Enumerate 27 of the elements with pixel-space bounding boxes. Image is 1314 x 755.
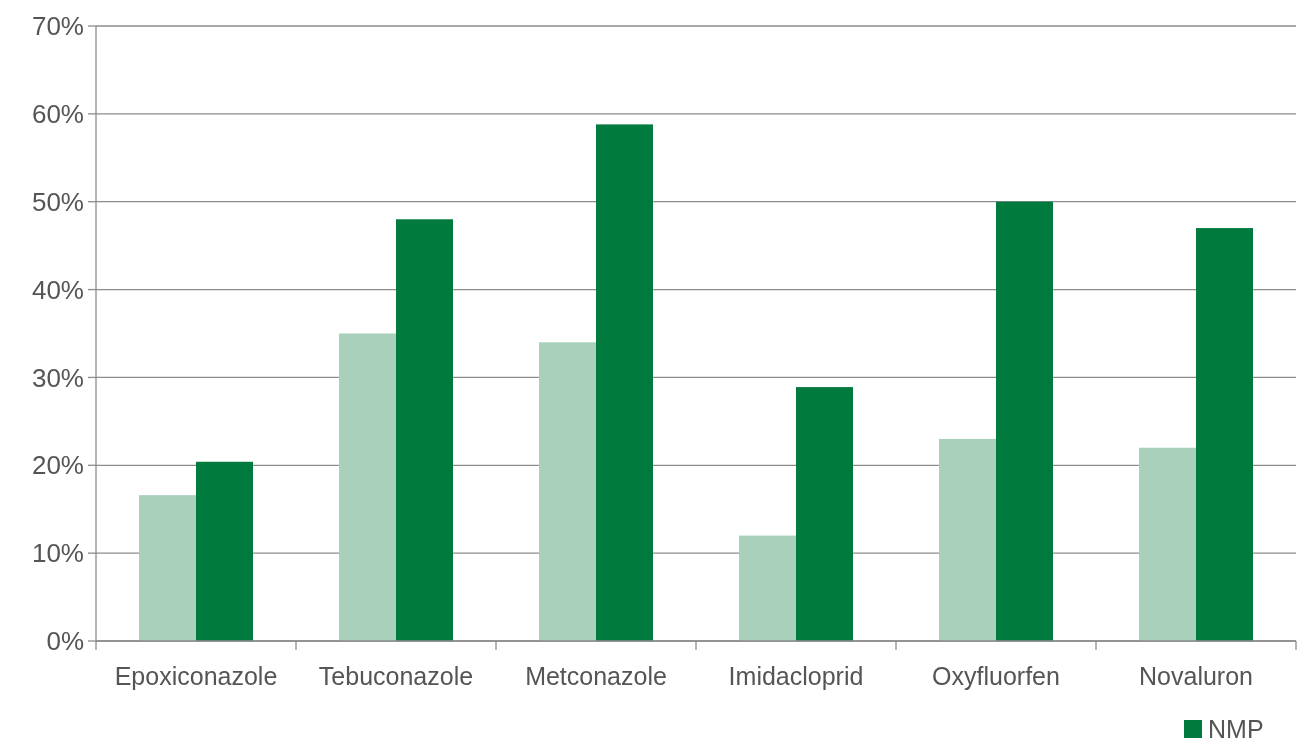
y-tick-label: 50%	[31, 186, 84, 217]
bar	[939, 438, 996, 641]
x-tick-label: Metconazole	[525, 662, 667, 690]
x-tick-label: Epoxiconazole	[114, 662, 278, 690]
bar	[739, 535, 796, 641]
y-tick-label: 10%	[31, 538, 84, 569]
bar	[1139, 447, 1196, 641]
bar	[596, 124, 653, 641]
x-tick-label: Novaluron	[1139, 662, 1253, 690]
x-tick-label: Oxyfluorfen	[932, 662, 1060, 690]
x-tick-label: Imidacloprid	[728, 662, 864, 690]
bar	[139, 495, 196, 641]
y-tick-label: 20%	[31, 450, 84, 481]
y-tick-label: 0%	[46, 626, 84, 657]
bar	[339, 333, 396, 641]
bar	[539, 342, 596, 641]
bar	[1196, 228, 1253, 641]
y-tick-label: 60%	[31, 98, 84, 129]
legend-label: NMP	[1208, 714, 1264, 743]
bar	[396, 219, 453, 641]
y-tick-label: 30%	[31, 362, 84, 393]
bar	[996, 201, 1053, 641]
bar	[196, 461, 253, 641]
y-tick-label: 40%	[31, 274, 84, 305]
bar	[796, 387, 853, 641]
y-tick-label: 70%	[31, 11, 84, 42]
x-tick-label: Tebuconazole	[318, 662, 474, 690]
